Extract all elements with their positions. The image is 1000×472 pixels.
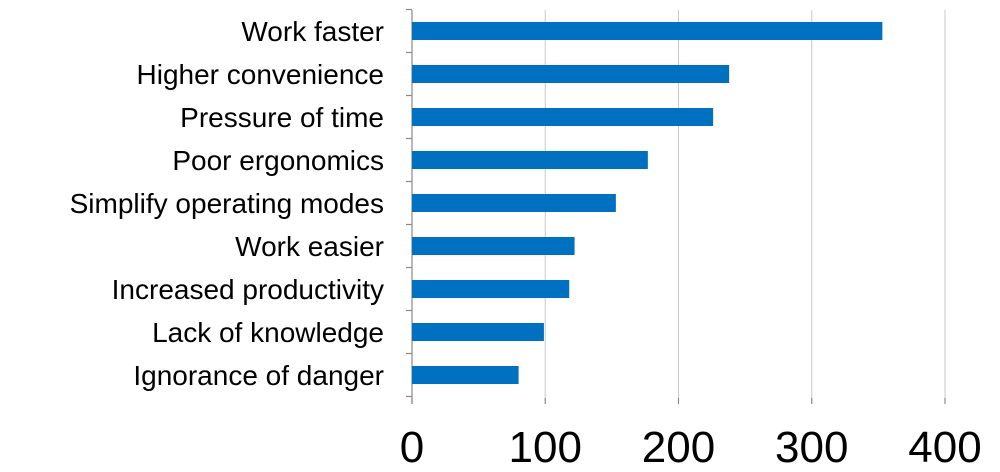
- x-tick-label: 300: [775, 423, 848, 472]
- category-label: Pressure of time: [180, 102, 384, 133]
- x-tick-labels: 0 100 200 300 400: [400, 423, 982, 472]
- category-label: Simplify operating modes: [70, 188, 384, 219]
- bar: [412, 280, 570, 298]
- category-label: Ignorance of danger: [133, 360, 384, 391]
- bar: [412, 237, 575, 255]
- category-label: Poor ergonomics: [172, 145, 384, 176]
- category-label: Higher convenience: [137, 59, 385, 90]
- x-tick-label: 0: [400, 423, 424, 472]
- bar: [412, 366, 519, 384]
- category-label: Work easier: [235, 231, 384, 262]
- x-tick-label: 400: [908, 423, 981, 472]
- bar: [412, 194, 616, 212]
- bar: [412, 151, 648, 169]
- bar: [412, 65, 730, 83]
- bar: [412, 108, 714, 126]
- bars: [412, 22, 883, 384]
- x-tick-label: 200: [642, 423, 715, 472]
- category-labels: Work faster Higher convenience Pressure of…: [70, 16, 384, 391]
- x-tick-label: 100: [509, 423, 582, 472]
- category-label: Work faster: [241, 16, 384, 47]
- category-label: Increased productivity: [112, 274, 384, 305]
- bar: [412, 323, 544, 341]
- category-label: Lack of knowledge: [152, 317, 384, 348]
- bar: [412, 22, 883, 40]
